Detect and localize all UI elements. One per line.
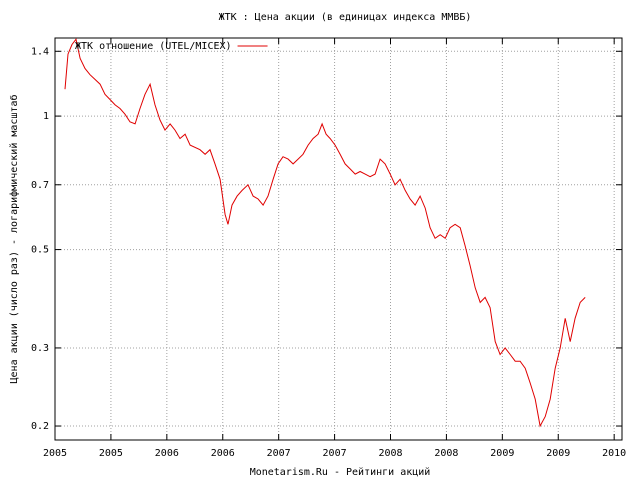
x-tick-label: 2008 xyxy=(434,448,458,459)
y-tick-label: 0.5 xyxy=(31,245,49,256)
y-axis-label: Цена акции (число раз) - логарифмический… xyxy=(8,95,20,384)
y-tick-label: 1 xyxy=(43,111,49,122)
x-tick-label: 2008 xyxy=(378,448,402,459)
x-tick-label: 2009 xyxy=(546,448,570,459)
x-tick-label: 2006 xyxy=(155,448,179,459)
x-tick-label: 2007 xyxy=(323,448,347,459)
x-tick-label: 2007 xyxy=(267,448,291,459)
chart-title: ЖТК : Цена акции (в единицах индекса ММВ… xyxy=(219,12,472,23)
legend-label: ЖТК отношение (UTEL/MICEX) xyxy=(75,41,232,52)
x-axis-label: Monetarism.Ru - Рейтинги акций xyxy=(250,466,431,478)
y-tick-label: 0.2 xyxy=(31,421,49,432)
line xyxy=(64,38,586,428)
y-tick-label: 0.3 xyxy=(31,343,49,354)
plot-frame xyxy=(54,37,623,441)
x-tick-label: 2010 xyxy=(602,448,626,459)
y-tick-label: 0.7 xyxy=(31,180,49,191)
x-tick-label: 2005 xyxy=(43,448,67,459)
x-tick-label: 2006 xyxy=(211,448,235,459)
x-tick-label: 2005 xyxy=(99,448,123,459)
x-tick-label: 2009 xyxy=(490,448,514,459)
y-tick-label: 1.4 xyxy=(31,46,49,57)
